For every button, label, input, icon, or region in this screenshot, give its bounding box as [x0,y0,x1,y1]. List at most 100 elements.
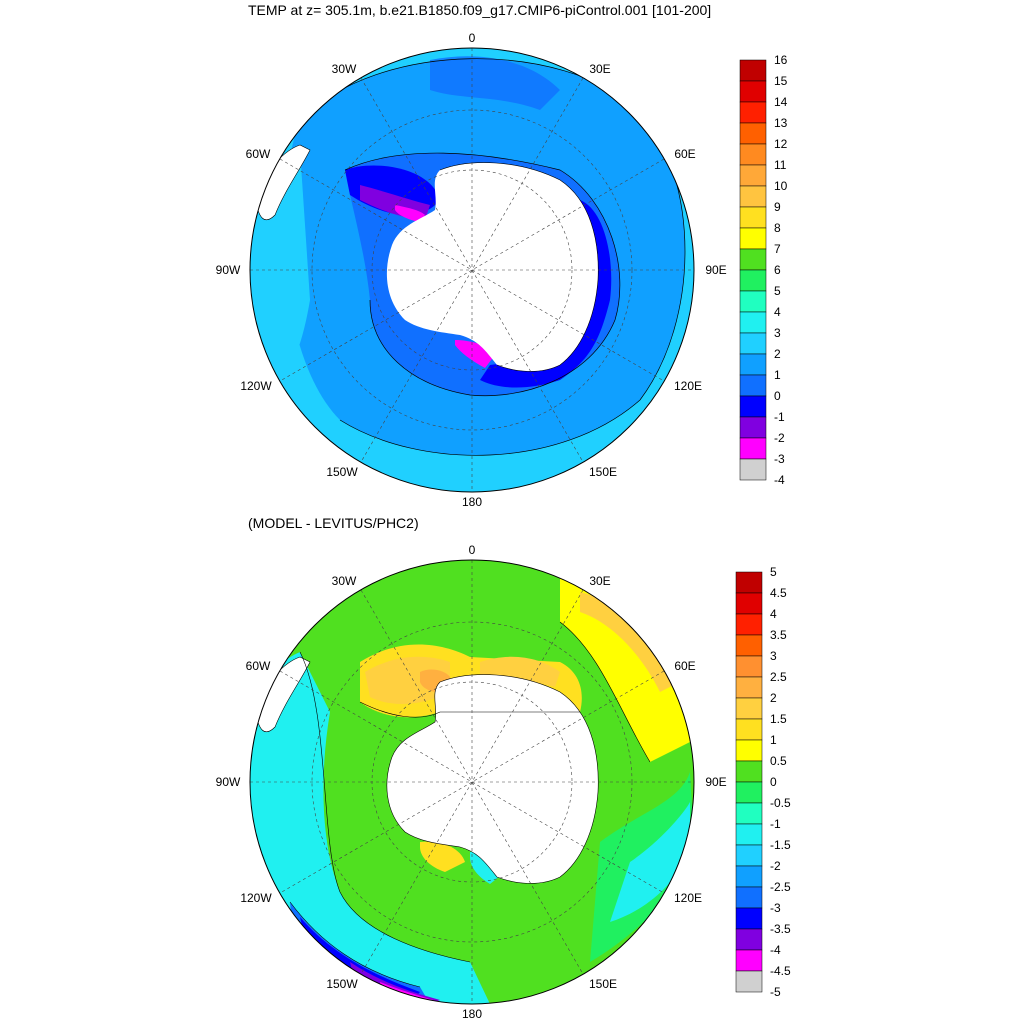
colorbar-label: 0 [774,389,781,403]
colorbar-swatch [735,592,763,615]
colorbar-label: 3 [770,649,777,663]
colorbar-label: -2.5 [770,880,791,894]
colorbar-label: -0.5 [770,796,791,810]
lon-label: 180 [462,495,482,509]
colorbar-swatch [739,248,767,271]
bottom-panel-title: (MODEL - LEVITUS/PHC2) [248,515,419,531]
colorbar-label: -1 [774,410,785,424]
colorbar-label: 5 [774,284,781,298]
lon-label: 90W [216,775,241,789]
colorbar-label: 15 [774,74,788,88]
colorbar-label: -3 [774,452,785,466]
colorbar-swatch [735,676,763,699]
colorbar-swatch [735,865,763,888]
colorbar-label: -1.5 [770,838,791,852]
colorbar-swatch [739,122,767,145]
lon-label: 0 [469,31,476,45]
colorbar-label: 0 [770,775,777,789]
colorbar-label: 2 [774,347,781,361]
colorbar-label: 13 [774,116,788,130]
lon-label: 60W [246,147,271,161]
colorbar-swatch [739,395,767,418]
colorbar-label: -3 [770,901,781,915]
colorbar-swatch [739,353,767,376]
colorbar-swatch [735,970,763,993]
lon-label: 150E [589,977,617,991]
colorbar-label: -4 [770,943,781,957]
colorbar-label: 14 [774,95,788,109]
colorbar-label: 9 [774,200,781,214]
colorbar-label: 0.5 [770,754,787,768]
colorbar-label: 1 [770,733,777,747]
colorbar-swatch [739,311,767,334]
lon-label: 60E [674,147,695,161]
colorbar-label: 2 [770,691,777,705]
colorbar-swatch [739,143,767,166]
colorbar-label: 2.5 [770,670,787,684]
antarctica-landmass [386,162,599,372]
colorbar-label: 8 [774,221,781,235]
colorbar-swatch [735,655,763,678]
bottom-lon-labels: 0 30E 60E 90E 120E 150E 180 150W 120W 90… [216,543,727,1021]
colorbar-swatch [739,164,767,187]
top-map-border [249,47,695,493]
lon-label: 150E [589,465,617,479]
lon-label: 180 [462,1007,482,1021]
colorbar-swatch [735,886,763,909]
colorbar-swatch [739,80,767,103]
lon-label: 30E [589,62,610,76]
colorbar-swatch [735,949,763,972]
lon-label: 120W [240,379,272,393]
colorbar-swatch [735,697,763,720]
colorbar-label: -2 [774,431,785,445]
colorbar-swatch [735,634,763,657]
colorbar-label: 1.5 [770,712,787,726]
top-lon-labels: 0 30E 60E 90E 120E 150E 180 150W 120W 90… [216,31,727,509]
colorbar-label: 11 [774,158,787,172]
lon-label: 120E [674,379,702,393]
bottom-map-field [250,560,694,1004]
bottom-polar-map: 0 30E 60E 90E 120E 150E 180 150W 120W 90… [216,543,791,1021]
colorbar-swatch [735,739,763,762]
colorbar-swatch [739,374,767,397]
lon-label: 30W [332,574,357,588]
colorbar-swatch [739,59,767,82]
colorbar-label: 6 [774,263,781,277]
top-map-field [250,48,694,492]
colorbar-label: 4 [774,305,781,319]
colorbar-label: 10 [774,179,788,193]
colorbar-label: 4.5 [770,586,787,600]
top-polar-map: 0 30E 60E 90E 120E 150E 180 150W 120W 90… [216,31,788,509]
colorbar-swatch [739,206,767,229]
colorbar-swatch [735,802,763,825]
lon-label: 120E [674,891,702,905]
colorbar-label: -4.5 [770,964,791,978]
colorbar-label: -1 [770,817,781,831]
colorbar-swatch [739,458,767,481]
lon-label: 120W [240,891,272,905]
colorbar-swatch [739,101,767,124]
top-panel-title: TEMP at z= 305.1m, b.e21.B1850.f09_g17.C… [248,2,712,18]
colorbar-swatch [735,928,763,951]
colorbar-swatch [739,332,767,355]
colorbar-swatch [735,760,763,783]
bottom-map-border [249,559,695,1005]
lon-label: 0 [469,543,476,557]
colorbar-label: 5 [770,565,777,579]
lon-label: 90W [216,263,241,277]
colorbar-swatch [739,185,767,208]
colorbar-label: 3 [774,326,781,340]
lon-label: 60E [674,659,695,673]
colorbar-swatch [735,781,763,804]
colorbar-label: 3.5 [770,628,787,642]
colorbar-label: -3.5 [770,922,791,936]
colorbar-label: 12 [774,137,788,151]
colorbar-label: 7 [774,242,781,256]
colorbar-swatch [735,613,763,636]
lon-label: 150W [326,465,358,479]
lon-label: 90E [705,775,726,789]
colorbar-swatch [739,269,767,292]
colorbar-swatch [739,227,767,250]
colorbar-swatch [739,416,767,439]
